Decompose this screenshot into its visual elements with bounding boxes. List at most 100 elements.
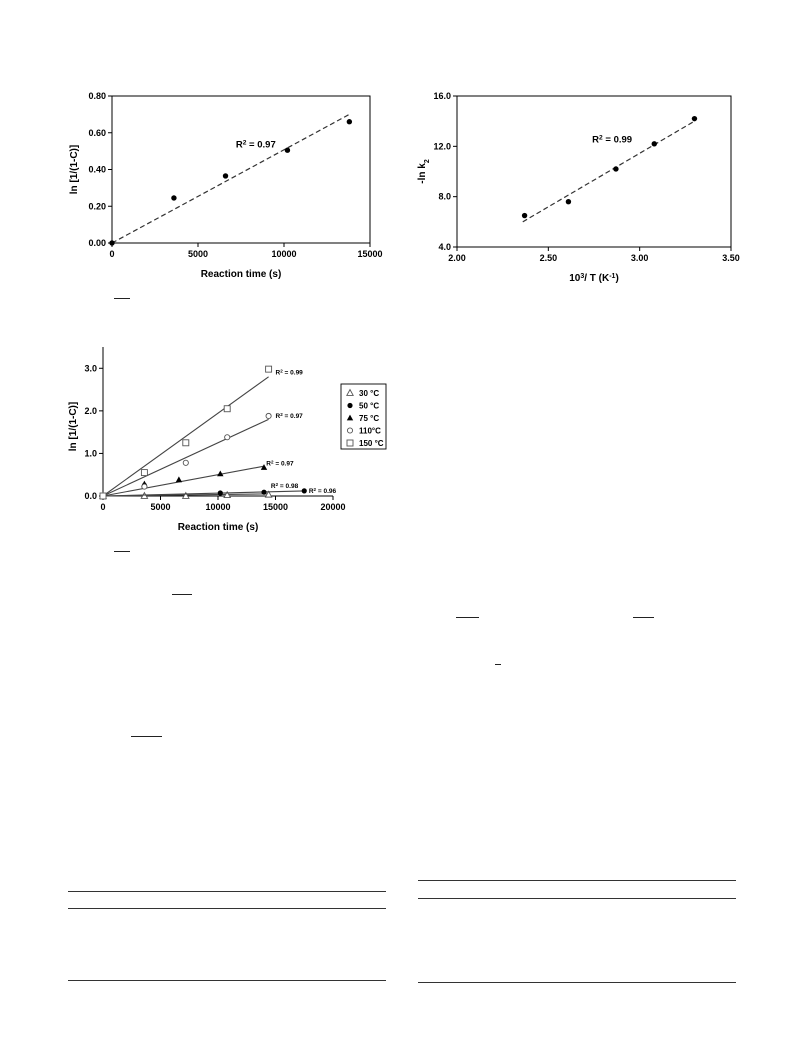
x-tick-label: 3.50 [722, 253, 740, 263]
y-tick-label: 0.20 [88, 201, 106, 211]
fit-line [102, 465, 265, 497]
table-rule-bottom-right [418, 982, 736, 983]
text-fragment-dash [456, 617, 479, 618]
x-axis-label: Reaction time (s) [201, 269, 282, 280]
r-squared-label: R2 = 0.97 [276, 412, 304, 421]
text-fragment-dash [114, 298, 130, 299]
legend-label: 30 °C [359, 389, 379, 398]
x-tick-label: 10000 [205, 502, 230, 512]
x-tick-label: 15000 [357, 249, 382, 259]
series-3 [99, 412, 272, 500]
text-fragment-dash [172, 594, 192, 595]
fit-line [102, 490, 305, 497]
legend-item: 110°C [346, 427, 381, 436]
y-tick-label: 3.0 [84, 363, 97, 373]
x-tick-label: 10000 [271, 249, 296, 259]
text-fragment-dash [131, 736, 162, 737]
data-point [261, 489, 267, 495]
text-fragment-dash [495, 664, 501, 665]
legend: 30 °C 50 °C 75 °C 110°C 150 °C [340, 383, 387, 450]
y-tick-label: 0.80 [88, 91, 106, 101]
r-squared-label: R2 = 0.96 [309, 487, 337, 496]
x-tick-label: 5000 [188, 249, 208, 259]
table-rule-top-right [418, 880, 736, 881]
x-tick-label: 0 [100, 502, 105, 512]
legend-item: 150 °C [346, 439, 384, 448]
y-tick-label: 0.00 [88, 238, 106, 248]
legend-label: 150 °C [359, 439, 384, 448]
table-rule-top-left [68, 891, 386, 892]
data-point [141, 483, 148, 490]
y-tick-label: 2.0 [84, 406, 97, 416]
data-point [141, 482, 147, 488]
x-tick-label: 20000 [320, 502, 345, 512]
text-fragment-dash [114, 551, 130, 552]
data-point [217, 490, 223, 496]
y-tick-label: 1.0 [84, 448, 97, 458]
fit-line [102, 493, 269, 497]
legend-marker [346, 414, 354, 421]
x-tick-label: 15000 [263, 502, 288, 512]
x-axis-label: Reaction time (s) [178, 522, 259, 533]
data-point [222, 173, 229, 179]
fit-line-dashed [111, 113, 350, 244]
y-tick-label: 12.0 [433, 141, 451, 151]
y-tick-label: 0.40 [88, 165, 106, 175]
y-tick-label: 0.0 [84, 491, 97, 501]
table-rule-mid-left [68, 908, 386, 909]
data-point [651, 141, 657, 147]
legend-marker [346, 439, 354, 447]
data-point [140, 491, 149, 499]
data-point [182, 459, 189, 466]
data-point [182, 439, 190, 447]
data-point [140, 469, 148, 477]
data-point [260, 464, 268, 470]
data-point [217, 470, 224, 477]
data-point [521, 212, 528, 219]
data-point [99, 492, 107, 500]
data-point [181, 491, 190, 499]
data-point [691, 115, 698, 122]
data-point [171, 195, 177, 201]
data-point [284, 147, 291, 153]
r-squared-label: R2 = 0.97 [236, 139, 276, 151]
data-point [346, 119, 353, 125]
chart-3-group: 0 5000 10000 15000 20000 0.0 1.0 2.0 3.0 R2 = 0.9… [68, 347, 346, 533]
legend-item: 75 °C [346, 414, 379, 423]
text-fragment-dash [633, 617, 654, 618]
data-point [175, 476, 183, 483]
data-point [613, 166, 619, 172]
fit-line-dashed [522, 120, 695, 223]
data-point [99, 492, 107, 499]
data-point [223, 490, 232, 498]
data-point [224, 434, 231, 441]
data-point [141, 480, 148, 487]
legend-marker [347, 402, 353, 409]
data-point [265, 412, 272, 420]
y-axis-label: ln [1/(1-C)] [69, 145, 80, 194]
data-point [301, 488, 307, 494]
data-point [264, 490, 273, 498]
legend-item: 30 °C [346, 388, 379, 398]
series-1 [100, 482, 307, 499]
legend-marker [346, 427, 354, 434]
data-point [99, 492, 107, 500]
data-point [265, 365, 273, 373]
fit-line [102, 376, 269, 497]
plot-frame [456, 95, 732, 248]
data-point [565, 199, 572, 205]
r-squared-label: R2 = 0.99 [592, 134, 632, 146]
r-squared-label: R2 = 0.99 [276, 368, 304, 377]
table-rule-bottom-left [68, 980, 386, 981]
y-axis-label: ln [1/(1-C)] [68, 402, 79, 451]
legend-label: 50 °C [359, 402, 379, 411]
x-tick-label: 5000 [150, 502, 170, 512]
legend-label: 75 °C [359, 414, 379, 423]
series-4 [99, 365, 273, 500]
plot-frame [111, 95, 371, 244]
y-tick-label: 4.0 [438, 242, 451, 252]
data-point [99, 491, 107, 499]
series-0 [99, 490, 273, 499]
table-rule-mid-right [418, 898, 736, 899]
